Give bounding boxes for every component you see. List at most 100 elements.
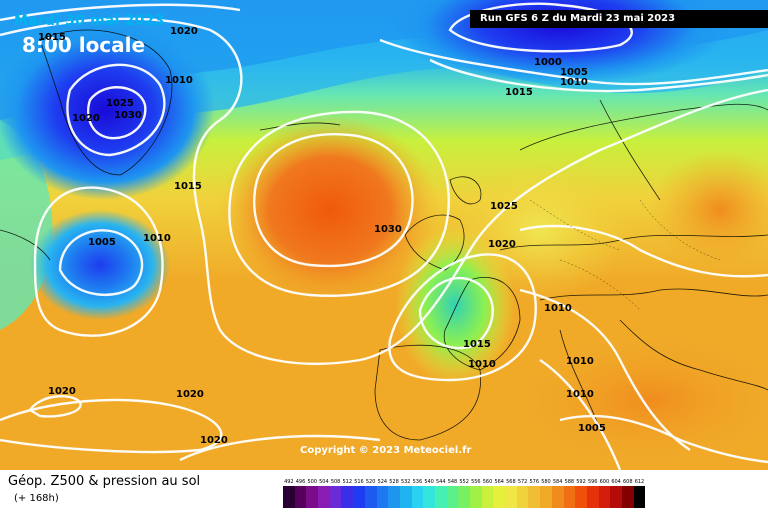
- scale-swatch: [306, 486, 319, 508]
- isobar-label: 1020: [176, 389, 204, 400]
- forecast-lead-time: (+ 168h): [14, 493, 59, 504]
- isobar-label: 1010: [165, 75, 193, 86]
- scale-label: 504: [319, 479, 329, 485]
- scale-step: 568: [505, 479, 517, 508]
- scale-swatch: [458, 486, 470, 508]
- forecast-map: [0, 0, 768, 470]
- scale-swatch: [411, 486, 424, 508]
- scale-swatch: [621, 486, 634, 508]
- scale-step: 560: [481, 479, 494, 508]
- scale-label: 580: [541, 479, 551, 485]
- scale-label: 600: [599, 479, 610, 485]
- isobar-label: 1005: [560, 67, 588, 78]
- scale-label: 608: [623, 479, 633, 485]
- scale-swatch: [493, 486, 506, 508]
- scale-step: 580: [540, 479, 552, 508]
- isobar-label: 1005: [578, 423, 606, 434]
- isobar-label: 1010: [560, 77, 588, 88]
- scale-step: 544: [434, 479, 447, 508]
- scale-label: 520: [365, 479, 376, 485]
- isobar-label: 1010: [566, 389, 594, 400]
- scale-step: 520: [364, 479, 377, 508]
- scale-step: 552: [458, 479, 470, 508]
- scale-step: 612: [633, 479, 646, 508]
- run-info-banner: Run GFS 6 Z du Mardi 23 mai 2023: [470, 10, 768, 28]
- scale-label: 584: [552, 479, 563, 485]
- scale-swatch: [341, 486, 354, 508]
- isobar-label: 1030: [374, 224, 402, 235]
- scale-label: 524: [377, 479, 388, 485]
- scale-step: 608: [621, 479, 634, 508]
- scale-label: 548: [447, 479, 458, 485]
- isobar-label: 1015: [463, 339, 491, 350]
- scale-label: 496: [295, 479, 306, 485]
- scale-step: 596: [586, 479, 599, 508]
- isobar-label: 1010: [143, 233, 171, 244]
- isobar-label: 1020: [170, 26, 198, 37]
- scale-label: 544: [436, 479, 446, 485]
- scale-label: 528: [389, 479, 399, 485]
- isobar-label: 1010: [468, 359, 496, 370]
- scale-step: 564: [493, 479, 506, 508]
- scale-step: 600: [598, 479, 611, 508]
- color-scale: 492 496 500 504 508 512 516 520 524 528 532 536 540 5…: [283, 479, 751, 508]
- scale-swatch: [388, 486, 400, 508]
- scale-swatch: [283, 486, 295, 508]
- scale-label: 508: [330, 479, 341, 485]
- scale-swatch: [294, 486, 307, 508]
- scale-step: 536: [411, 479, 424, 508]
- isobar-label: 1005: [88, 237, 116, 248]
- scale-label: 568: [506, 479, 516, 485]
- scale-label: 552: [459, 479, 469, 485]
- scale-step: 512: [341, 479, 354, 508]
- scale-swatch: [575, 486, 587, 508]
- isobar-label: 1020: [488, 239, 516, 250]
- isobar-label: 1025: [106, 98, 134, 109]
- scale-swatch: [470, 486, 482, 508]
- map-title: Géop. Z500 & pression au sol: [8, 474, 201, 489]
- scale-swatch: [434, 486, 447, 508]
- scale-swatch: [353, 486, 365, 508]
- scale-label: 556: [471, 479, 481, 485]
- scale-label: 540: [424, 479, 434, 485]
- isobar-label: 1010: [544, 303, 572, 314]
- scale-swatch: [329, 486, 342, 508]
- scale-step: 556: [470, 479, 482, 508]
- scale-step: 604: [610, 479, 622, 508]
- scale-label: 560: [482, 479, 493, 485]
- isobar-label: 1020: [48, 386, 76, 397]
- scale-swatch: [563, 486, 576, 508]
- scale-label: 500: [307, 479, 317, 485]
- scale-swatch: [364, 486, 377, 508]
- scale-step: 492: [283, 479, 295, 508]
- scale-swatch: [598, 486, 611, 508]
- isobar-label: 1020: [72, 113, 100, 124]
- scale-step: 524: [376, 479, 389, 508]
- scale-step: 584: [551, 479, 564, 508]
- scale-label: 512: [342, 479, 353, 485]
- copyright-notice: Copyright © 2023 Meteociel.fr: [300, 445, 472, 456]
- scale-swatch: [481, 486, 494, 508]
- isobar-label: 1020: [200, 435, 228, 446]
- scale-step: 528: [388, 479, 400, 508]
- scale-swatch: [586, 486, 599, 508]
- scale-label: 576: [529, 479, 540, 485]
- scale-swatch: [376, 486, 389, 508]
- scale-step: 576: [528, 479, 541, 508]
- scale-swatch: [610, 486, 622, 508]
- scale-swatch: [399, 486, 412, 508]
- isobar-label: 1015: [505, 87, 533, 98]
- forecast-time: 8:00 locale: [22, 33, 146, 57]
- scale-step: 508: [329, 479, 342, 508]
- scale-swatch: [528, 486, 541, 508]
- scale-step: 516: [353, 479, 365, 508]
- scale-swatch: [551, 486, 564, 508]
- scale-label: 604: [611, 479, 621, 485]
- isobar-label: 1025: [490, 201, 518, 212]
- scale-swatch: [516, 486, 529, 508]
- scale-step: 572: [516, 479, 529, 508]
- scale-swatch: [633, 486, 646, 508]
- scale-step: 500: [306, 479, 319, 508]
- scale-label: 564: [494, 479, 504, 485]
- scale-swatch: [505, 486, 517, 508]
